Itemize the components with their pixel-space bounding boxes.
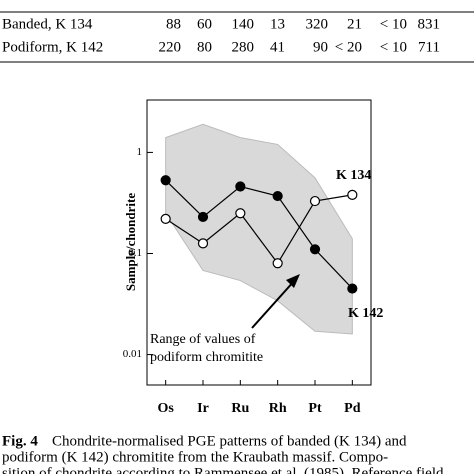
annotation: Range of values of (150, 332, 256, 347)
x-tick-label: Rh (269, 401, 287, 416)
y-tick-label: 1 (137, 146, 143, 158)
table-cell: < 10 (380, 39, 407, 55)
table-cell: 280 (232, 39, 255, 55)
x-tick-label: Pt (308, 401, 322, 416)
annotation: podiform chromitite (150, 350, 263, 365)
x-tick-label: Pd (344, 401, 361, 416)
table-cell: < 20 (335, 39, 362, 55)
table-cell: 21 (347, 16, 362, 32)
data-point (235, 181, 246, 192)
data-point (272, 258, 283, 269)
table-cell: 13 (270, 16, 285, 32)
row-label: Podiform, K 142 (2, 39, 103, 55)
table-cell: 90 (313, 39, 328, 55)
table-cell: 60 (197, 16, 212, 32)
table-cell: 88 (166, 16, 181, 32)
table-cell: 140 (232, 16, 255, 32)
table-cell: 320 (306, 16, 329, 32)
table-cell: < 10 (380, 16, 407, 32)
data-point (272, 190, 283, 202)
x-tick-label: Ir (197, 401, 209, 416)
caption-label: Fig. 4 (2, 433, 38, 449)
data-point (347, 189, 358, 200)
data-point (309, 195, 321, 207)
plot-frame (146, 99, 372, 386)
series-label: K 134 (336, 168, 371, 183)
data-point (160, 213, 171, 224)
table-cell: 41 (270, 39, 285, 55)
x-tick-label: Ru (231, 401, 249, 416)
x-tick-label: Os (157, 401, 174, 416)
caption-line: Chondrite-normalised PGE patterns of ban… (52, 433, 407, 449)
data-point (197, 211, 209, 223)
arrowhead (286, 274, 300, 288)
data-point (160, 175, 171, 186)
series-label: K 142 (348, 306, 383, 321)
arrow (251, 279, 296, 329)
range-area (165, 123, 353, 335)
data-point (309, 244, 321, 255)
y-tick-label: 0.01 (123, 348, 142, 360)
caption-line: podiform (K 142) chromitite from the Kra… (2, 449, 388, 465)
table-cell: 220 (159, 39, 182, 55)
table-cell: 80 (197, 39, 212, 55)
table-cell: 711 (418, 39, 440, 55)
data-point (235, 208, 246, 219)
y-tick-label: 0.1 (128, 247, 142, 259)
y-axis-label: Sample/chondrite (123, 193, 138, 291)
caption-line: sition of chondrite according to Rammens… (2, 465, 444, 474)
series-line (165, 194, 353, 265)
data-point (347, 283, 358, 294)
series-line (165, 179, 353, 289)
row-label: Banded, K 134 (2, 16, 93, 32)
table-cell: 831 (418, 16, 441, 32)
data-point (197, 238, 209, 249)
